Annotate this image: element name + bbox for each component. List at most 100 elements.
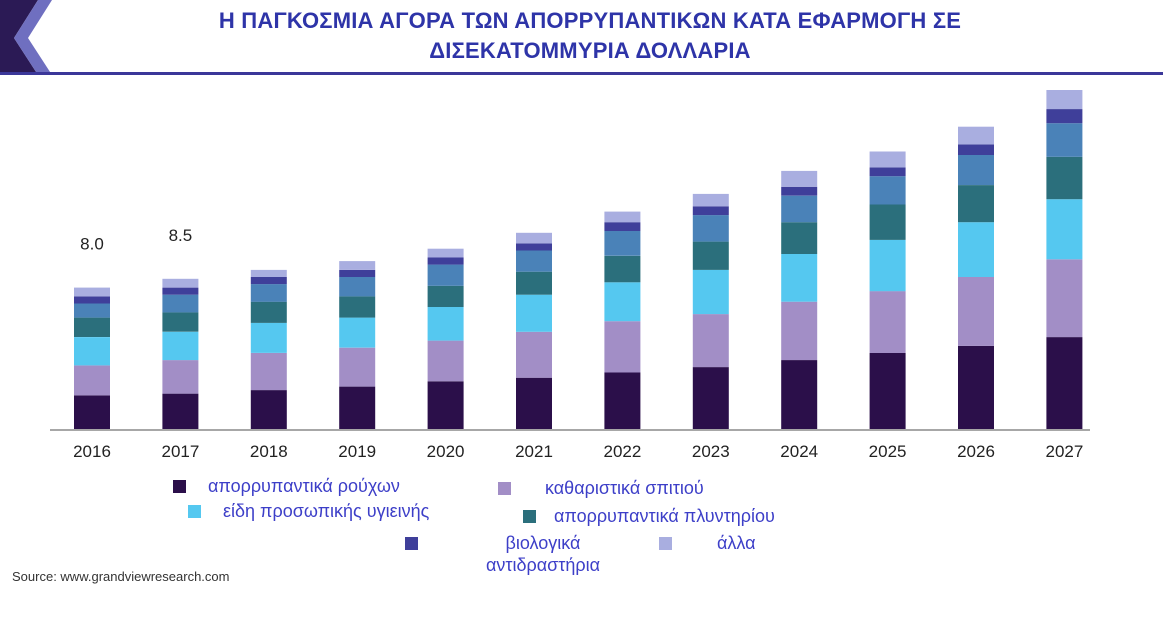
legend-swatch <box>659 537 672 550</box>
bar-segment-2022-0 <box>604 372 641 429</box>
bar-segment-2017-6 <box>162 278 199 288</box>
data-label-2017: 8.5 <box>169 226 193 245</box>
legend-item-dishwasher: απορρυπαντικά πλυντηρίου <box>523 505 775 527</box>
bar-segment-2023-5 <box>692 206 729 216</box>
bar-segment-2023-0 <box>692 367 729 429</box>
legend-swatch <box>405 537 418 550</box>
chart-title-line1: Η ΠΑΓΚΟΣΜΙΑ ΑΓΟΡΑ ΤΩΝ ΑΠΟΡΡΥΠΑΝΤΙΚΩΝ ΚΑΤ… <box>218 8 962 33</box>
bar-segment-2023-2 <box>692 269 729 315</box>
bar-segment-2022-3 <box>604 255 641 283</box>
bar-segment-2016-2 <box>74 337 110 366</box>
bar-segment-2019-5 <box>339 269 376 277</box>
bar-segment-2023-4 <box>692 215 729 242</box>
x-tick-label: 2021 <box>515 442 553 461</box>
bar-segment-2021-2 <box>516 294 552 332</box>
bar-segment-2016-3 <box>74 317 110 337</box>
bar-segment-2025-1 <box>869 291 906 353</box>
legend-swatch <box>523 510 536 523</box>
bar-segment-2019-0 <box>339 386 376 429</box>
legend-item-personal: είδη προσωπικής υγιεινής <box>188 500 429 522</box>
bar-segment-2019-6 <box>339 261 376 270</box>
bar-segment-2024-5 <box>781 186 818 196</box>
chart-title: Η ΠΑΓΚΟΣΜΙΑ ΑΓΟΡΑ ΤΩΝ ΑΠΟΡΡΥΠΑΝΤΙΚΩΝ ΚΑΤ… <box>90 6 1090 66</box>
bar-segment-2021-6 <box>516 232 552 244</box>
bar-segment-2018-2 <box>250 322 287 353</box>
bar-segment-2017-5 <box>162 287 199 295</box>
bar-segment-2020-2 <box>427 307 464 341</box>
bar-segment-2017-2 <box>162 331 199 361</box>
bar-segment-2018-4 <box>250 284 287 302</box>
bar-segment-2018-3 <box>250 301 287 323</box>
legend-swatch <box>173 480 186 493</box>
title-underline <box>0 72 1163 75</box>
bar-segment-2020-5 <box>427 257 464 265</box>
bar-segment-2016-0 <box>74 395 110 429</box>
bar-segment-2016-4 <box>74 303 110 318</box>
x-tick-label: 2024 <box>780 442 818 461</box>
bar-segment-2026-1 <box>958 277 994 346</box>
bar-segment-2024-6 <box>781 170 818 187</box>
bar-segment-2018-6 <box>250 269 287 277</box>
legend-label: άλλα <box>717 533 756 553</box>
bar-segment-2023-6 <box>692 193 729 207</box>
bar-segment-2027-0 <box>1046 337 1083 429</box>
bar-segment-2016-6 <box>74 287 110 297</box>
bar-segment-2027-5 <box>1046 109 1083 124</box>
bar-segment-2019-2 <box>339 317 376 348</box>
bar-segment-2017-0 <box>162 393 199 429</box>
bar-segment-2025-3 <box>869 204 906 240</box>
bar-segment-2025-5 <box>869 167 906 177</box>
bar-segment-2024-3 <box>781 222 818 254</box>
bar-segment-2023-1 <box>692 314 729 368</box>
x-tick-label: 2019 <box>338 442 376 461</box>
bar-segment-2026-4 <box>958 155 994 185</box>
legend-item-household: καθαριστικά σπιτιού <box>498 477 704 499</box>
x-tick-label: 2020 <box>427 442 465 461</box>
legend-label: είδη προσωπικής υγιεινής <box>223 501 430 521</box>
bar-segment-2025-4 <box>869 176 906 205</box>
bar-segment-2018-1 <box>250 353 287 391</box>
legend-label: απορρυπαντικά πλυντηρίου <box>554 506 775 526</box>
bar-segment-2022-2 <box>604 282 641 322</box>
bar-segment-2021-0 <box>516 377 552 429</box>
bar-segment-2017-3 <box>162 312 199 332</box>
bar-segment-2021-5 <box>516 243 552 251</box>
bar-segment-2026-5 <box>958 144 994 155</box>
stacked-bar-chart: 2016 2017 2018 2019 2020 2021 2022 2023 2024 2025… <box>50 90 1090 461</box>
legend-swatch <box>498 482 511 495</box>
bar-segment-2024-1 <box>781 301 818 360</box>
x-tick-label: 2027 <box>1045 442 1083 461</box>
x-tick-label: 2022 <box>603 442 641 461</box>
bar-segment-2021-3 <box>516 271 552 295</box>
bar-segment-2020-4 <box>427 264 464 286</box>
bar-segment-2027-1 <box>1046 259 1083 338</box>
bar-segment-2027-2 <box>1046 199 1083 260</box>
bar-segment-2023-3 <box>692 241 729 270</box>
bar-segment-2018-5 <box>250 277 287 285</box>
data-label-2016: 8.0 <box>80 235 104 254</box>
bar-segment-2016-5 <box>74 296 110 304</box>
bar-segment-2020-6 <box>427 248 464 258</box>
x-tick-label: 2018 <box>250 442 288 461</box>
legend-label: απορρυπαντικά ρούχων <box>208 476 400 496</box>
bar-segment-2026-3 <box>958 185 994 223</box>
bar-segment-2017-4 <box>162 294 199 313</box>
bar-segment-2022-6 <box>604 211 641 223</box>
bar-segment-2019-1 <box>339 347 376 387</box>
bar-segment-2027-6 <box>1046 90 1083 109</box>
bar-segment-2018-0 <box>250 390 287 429</box>
bar-segment-2026-0 <box>958 345 994 429</box>
bar-segment-2025-6 <box>869 151 906 168</box>
x-tick-label: 2026 <box>957 442 995 461</box>
bar-segment-2027-3 <box>1046 156 1083 200</box>
x-tick-label: 2023 <box>692 442 730 461</box>
bar-segment-2025-2 <box>869 239 906 292</box>
bar-segment-2019-4 <box>339 277 376 297</box>
bar-segment-2016-1 <box>74 365 110 396</box>
corner-decoration <box>0 0 52 75</box>
bar-segment-2026-2 <box>958 222 994 277</box>
bar-segment-2022-4 <box>604 231 641 256</box>
legend-item-other: άλλα <box>659 532 756 554</box>
chart-title-line2: ΔΙΣΕΚΑΤΟΜΜΥΡΙΑ ΔΟΛΛΑΡΙΑ <box>429 38 751 63</box>
x-tick-label: 2025 <box>869 442 907 461</box>
